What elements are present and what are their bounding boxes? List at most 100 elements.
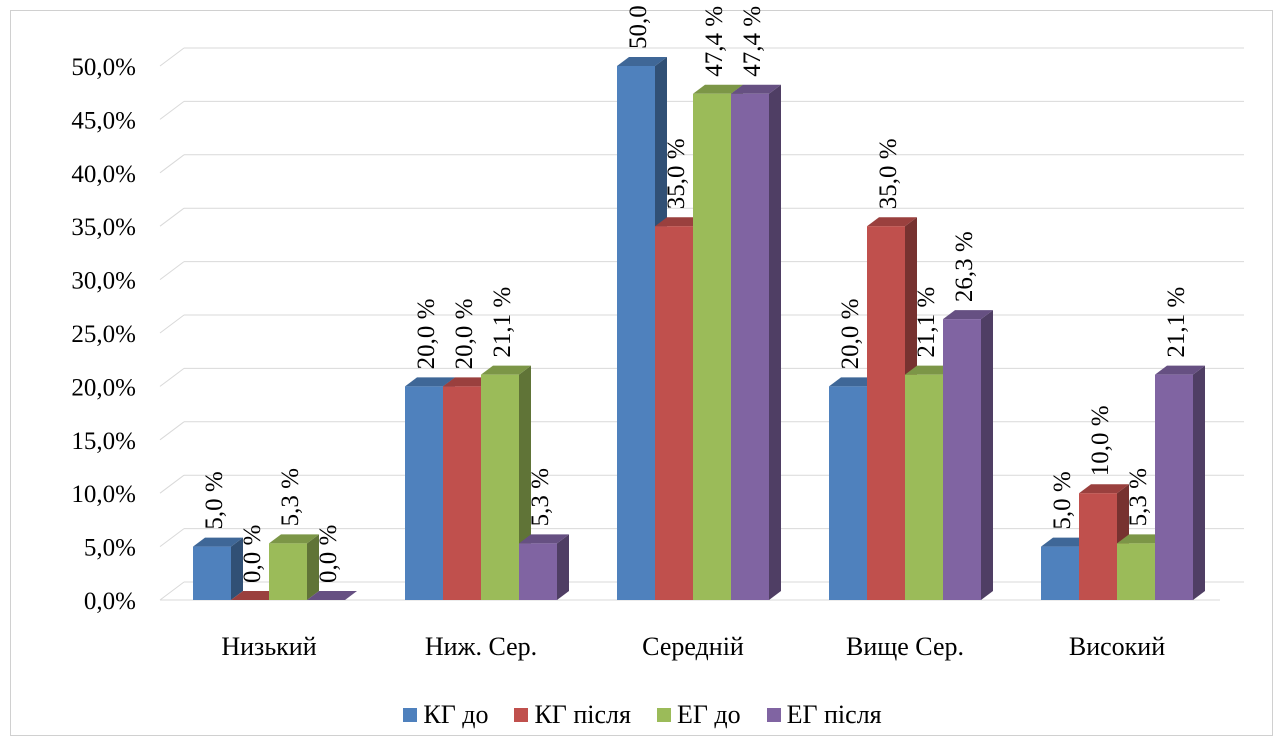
bar-top bbox=[829, 377, 879, 387]
gridline-slant bbox=[159, 474, 185, 494]
category-label: Низький bbox=[221, 632, 316, 661]
bar bbox=[405, 386, 443, 600]
bar-top bbox=[269, 534, 319, 544]
y-tick-label: 15,0% bbox=[71, 428, 136, 455]
data-label: 5,0 % bbox=[201, 471, 228, 529]
bar bbox=[1155, 374, 1193, 600]
legend-swatch-eg-after bbox=[766, 708, 781, 722]
legend-label-kg-before: КГ до bbox=[423, 700, 489, 729]
bar-side bbox=[231, 537, 243, 600]
bar bbox=[481, 374, 519, 600]
data-label: 35,0 % bbox=[875, 138, 902, 209]
data-label: 35,0 % bbox=[663, 138, 690, 209]
bar bbox=[1079, 493, 1117, 600]
y-tick-label: 25,0% bbox=[71, 321, 136, 348]
bar-top bbox=[405, 377, 455, 387]
bar-top bbox=[307, 591, 357, 600]
bar-top bbox=[231, 591, 281, 600]
gridline-slant bbox=[159, 101, 185, 120]
bar-top bbox=[943, 310, 993, 320]
data-label: 21,1 % bbox=[1163, 287, 1190, 358]
legend: КГ до КГ після ЕГ до ЕГ після bbox=[0, 700, 1285, 730]
legend-item-eg-after: ЕГ після bbox=[766, 700, 882, 730]
bar-top bbox=[1079, 484, 1129, 494]
y-tick-label: 5,0% bbox=[84, 535, 136, 562]
data-label: 0,0 % bbox=[239, 525, 266, 583]
data-label: 5,0 % bbox=[1049, 471, 1076, 529]
bar bbox=[193, 546, 231, 600]
data-label: 20,0 % bbox=[413, 299, 440, 370]
gridline-slant bbox=[159, 528, 185, 547]
data-label: 26,3 % bbox=[951, 231, 978, 302]
data-label: 50,0 % bbox=[625, 0, 652, 49]
bar-side bbox=[1193, 365, 1205, 600]
legend-label-eg-after: ЕГ після bbox=[786, 700, 882, 729]
bar-top bbox=[1041, 537, 1091, 547]
legend-label-eg-before: ЕГ до bbox=[676, 700, 741, 729]
bar bbox=[693, 93, 731, 600]
bar bbox=[519, 543, 557, 600]
category-label: Вище Сер. bbox=[846, 632, 964, 661]
gridline-slant bbox=[159, 367, 185, 387]
bar bbox=[943, 319, 981, 600]
bar bbox=[1041, 546, 1079, 600]
gridline-slant bbox=[159, 261, 185, 281]
data-label: 5,3 % bbox=[527, 468, 554, 526]
bar bbox=[731, 93, 769, 600]
legend-swatch-kg-before bbox=[403, 708, 418, 722]
bar bbox=[655, 226, 693, 600]
bar-top bbox=[905, 365, 955, 375]
data-label: 47,4 % bbox=[739, 6, 766, 77]
bar-side bbox=[769, 84, 781, 600]
data-label: 10,0 % bbox=[1087, 405, 1114, 476]
data-label: 47,4 % bbox=[701, 6, 728, 77]
legend-item-eg-before: ЕГ до bbox=[656, 700, 741, 730]
category-label: Високий bbox=[1069, 632, 1165, 661]
data-label: 20,0 % bbox=[451, 299, 478, 370]
data-label: 5,3 % bbox=[1125, 468, 1152, 526]
y-tick-label: 20,0% bbox=[71, 374, 136, 401]
y-tick-label: 30,0% bbox=[71, 268, 136, 295]
data-label: 21,1 % bbox=[489, 287, 516, 358]
bar bbox=[617, 66, 655, 600]
bar bbox=[829, 386, 867, 600]
category-label: Ниж. Сер. bbox=[425, 632, 537, 661]
gridline-slant bbox=[159, 581, 185, 601]
y-tick-label: 40,0% bbox=[71, 161, 136, 188]
y-tick-label: 0,0% bbox=[84, 588, 136, 615]
bar-side bbox=[557, 534, 569, 600]
bar bbox=[269, 543, 307, 600]
bar-top bbox=[1155, 365, 1205, 375]
bar-top bbox=[193, 537, 243, 547]
gridline-slant bbox=[159, 207, 185, 227]
bar bbox=[867, 226, 905, 600]
bar-top bbox=[867, 217, 917, 227]
legend-swatch-kg-after bbox=[514, 708, 529, 722]
bar-top bbox=[519, 534, 569, 544]
legend-item-kg-after: КГ після bbox=[514, 700, 631, 730]
gridline-slant bbox=[159, 314, 185, 334]
bar-side bbox=[981, 310, 993, 600]
y-tick-label: 35,0% bbox=[71, 214, 136, 241]
bar bbox=[905, 374, 943, 600]
data-label: 20,0 % bbox=[837, 299, 864, 370]
bar bbox=[443, 386, 481, 600]
bar-top bbox=[731, 84, 781, 94]
bar-top bbox=[443, 377, 493, 387]
data-label: 5,3 % bbox=[277, 468, 304, 526]
gridline-slant bbox=[159, 421, 185, 441]
bar-top bbox=[655, 217, 705, 227]
bar-side bbox=[307, 534, 319, 600]
data-label: 21,1 % bbox=[913, 287, 940, 358]
bar bbox=[1117, 543, 1155, 600]
y-tick-label: 45,0% bbox=[71, 107, 136, 134]
gridline-slant bbox=[159, 154, 185, 174]
bar-top bbox=[693, 84, 743, 94]
bar-top bbox=[481, 365, 531, 375]
legend-label-kg-after: КГ після bbox=[534, 700, 631, 729]
bar-top bbox=[1117, 534, 1167, 544]
category-label: Середній bbox=[642, 632, 744, 661]
gridline-slant bbox=[159, 47, 185, 67]
y-tick-label: 50,0% bbox=[71, 54, 136, 81]
